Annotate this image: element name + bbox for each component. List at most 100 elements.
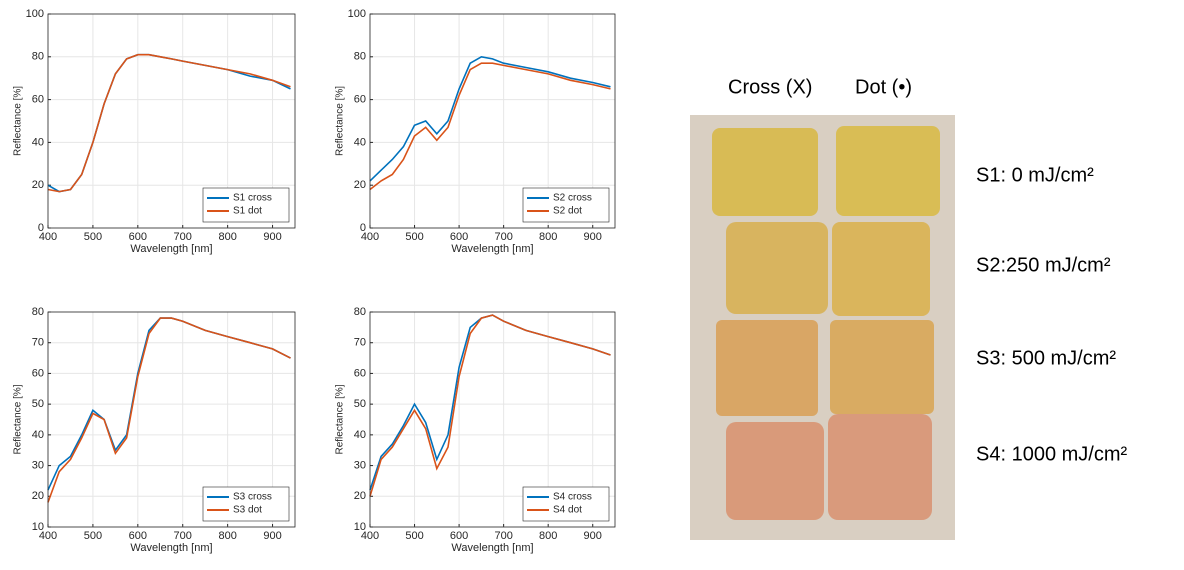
y-tick-label: 20 <box>32 179 44 191</box>
column-label: Cross (X) <box>728 76 812 98</box>
row-label: S3: 500 mJ/cm² <box>976 347 1116 369</box>
y-tick-label: 80 <box>354 51 366 63</box>
x-tick-label: 500 <box>405 231 423 243</box>
row-label: S4: 1000 mJ/cm² <box>976 443 1128 465</box>
legend-label: S4 dot <box>553 505 582 516</box>
chart: 400 500 600 700 800 900 0 20 40 60 80 100 Wavelength… <box>13 8 296 255</box>
x-tick-label: 800 <box>539 530 557 542</box>
y-tick-label: 0 <box>360 222 366 234</box>
y-tick-label: 80 <box>32 306 44 318</box>
y-tick-label: 60 <box>354 367 366 379</box>
legend-label: S1 cross <box>233 193 272 204</box>
data-line <box>369 62 611 191</box>
sample-tile <box>726 222 828 314</box>
x-tick-label: 700 <box>174 530 192 542</box>
data-line <box>369 55 611 182</box>
x-tick-label: 500 <box>84 231 102 243</box>
legend-label: S1 dot <box>233 206 262 217</box>
y-tick-label: 10 <box>32 521 44 533</box>
y-tick-label: 100 <box>26 8 44 20</box>
y-tick-label: 50 <box>354 398 366 410</box>
y-tick-label: 40 <box>32 429 44 441</box>
y-tick-label: 70 <box>32 337 44 349</box>
sample-tile <box>832 222 930 316</box>
x-axis-label: Wavelength [nm] <box>130 542 212 554</box>
data-line <box>47 317 291 503</box>
x-tick-label: 400 <box>361 530 379 542</box>
y-tick-label: 20 <box>354 490 366 502</box>
sample-tile <box>716 320 818 416</box>
y-tick-label: 30 <box>354 459 366 471</box>
legend-box <box>522 187 610 223</box>
x-tick-label: 800 <box>539 231 557 243</box>
legend-box <box>202 486 290 522</box>
legend: S1 cross S1 dot <box>202 187 290 223</box>
sample-tile <box>828 414 932 520</box>
y-tick-label: 40 <box>354 429 366 441</box>
data-line <box>369 314 611 497</box>
x-axis-label: Wavelength [nm] <box>451 243 533 255</box>
y-tick-label: 20 <box>32 490 44 502</box>
x-tick-label: 400 <box>39 231 57 243</box>
y-axis-label: Reflectance [%] <box>13 384 24 454</box>
x-tick-label: 900 <box>263 231 281 243</box>
y-tick-label: 40 <box>354 136 366 148</box>
legend-box <box>522 486 610 522</box>
legend: S2 cross S2 dot <box>522 187 610 223</box>
x-tick-label: 400 <box>361 231 379 243</box>
x-tick-label: 600 <box>129 231 147 243</box>
column-label: Dot (•) <box>855 76 912 98</box>
x-tick-label: 800 <box>218 530 236 542</box>
y-tick-label: 80 <box>32 51 44 63</box>
legend-label: S2 dot <box>553 206 582 217</box>
x-tick-label: 900 <box>584 530 602 542</box>
sample-tile <box>712 128 818 216</box>
x-tick-label: 600 <box>129 530 147 542</box>
photo <box>690 115 955 540</box>
sample-tile <box>830 320 934 414</box>
axes-box <box>47 13 296 229</box>
y-tick-label: 10 <box>354 521 366 533</box>
chart: 400 500 600 700 800 900 10 20 30 40 50 60 70 80 Wavele… <box>335 306 616 554</box>
sample-tile <box>726 422 824 520</box>
y-tick-label: 60 <box>32 367 44 379</box>
legend-label: S4 cross <box>553 492 592 503</box>
legend: S4 cross S4 dot <box>522 486 610 522</box>
y-tick-label: 0 <box>38 222 44 234</box>
y-axis-label: Reflectance [%] <box>335 86 346 156</box>
x-tick-label: 800 <box>218 231 236 243</box>
y-tick-label: 40 <box>32 136 44 148</box>
legend-label: S3 dot <box>233 505 262 516</box>
chart: 400 500 600 700 800 900 10 20 30 40 50 60 70 80 Wavele… <box>13 306 296 554</box>
y-tick-label: 100 <box>348 8 366 20</box>
x-tick-label: 600 <box>450 530 468 542</box>
axes-box <box>47 311 296 528</box>
y-tick-label: 80 <box>354 306 366 318</box>
legend-label: S2 cross <box>553 193 592 204</box>
y-axis-label: Reflectance [%] <box>13 86 24 156</box>
y-axis-label: Reflectance [%] <box>335 384 346 454</box>
x-tick-label: 500 <box>405 530 423 542</box>
x-tick-label: 400 <box>39 530 57 542</box>
data-line <box>47 53 291 193</box>
x-axis-label: Wavelength [nm] <box>451 542 533 554</box>
x-tick-label: 600 <box>450 231 468 243</box>
sample-tile <box>836 126 940 216</box>
y-tick-label: 30 <box>32 459 44 471</box>
x-tick-label: 900 <box>584 231 602 243</box>
chart: 400 500 600 700 800 900 0 20 40 60 80 100 Wavelength… <box>335 8 616 255</box>
axes-box <box>369 311 616 528</box>
x-tick-label: 700 <box>494 231 512 243</box>
y-tick-label: 50 <box>32 398 44 410</box>
legend-box <box>202 187 290 223</box>
row-label: S2:250 mJ/cm² <box>976 254 1111 276</box>
legend-label: S3 cross <box>233 492 272 503</box>
x-tick-label: 500 <box>84 530 102 542</box>
y-tick-label: 60 <box>354 94 366 106</box>
x-tick-label: 700 <box>494 530 512 542</box>
row-label: S1: 0 mJ/cm² <box>976 164 1094 186</box>
x-tick-label: 700 <box>174 231 192 243</box>
axes-box <box>369 13 616 229</box>
